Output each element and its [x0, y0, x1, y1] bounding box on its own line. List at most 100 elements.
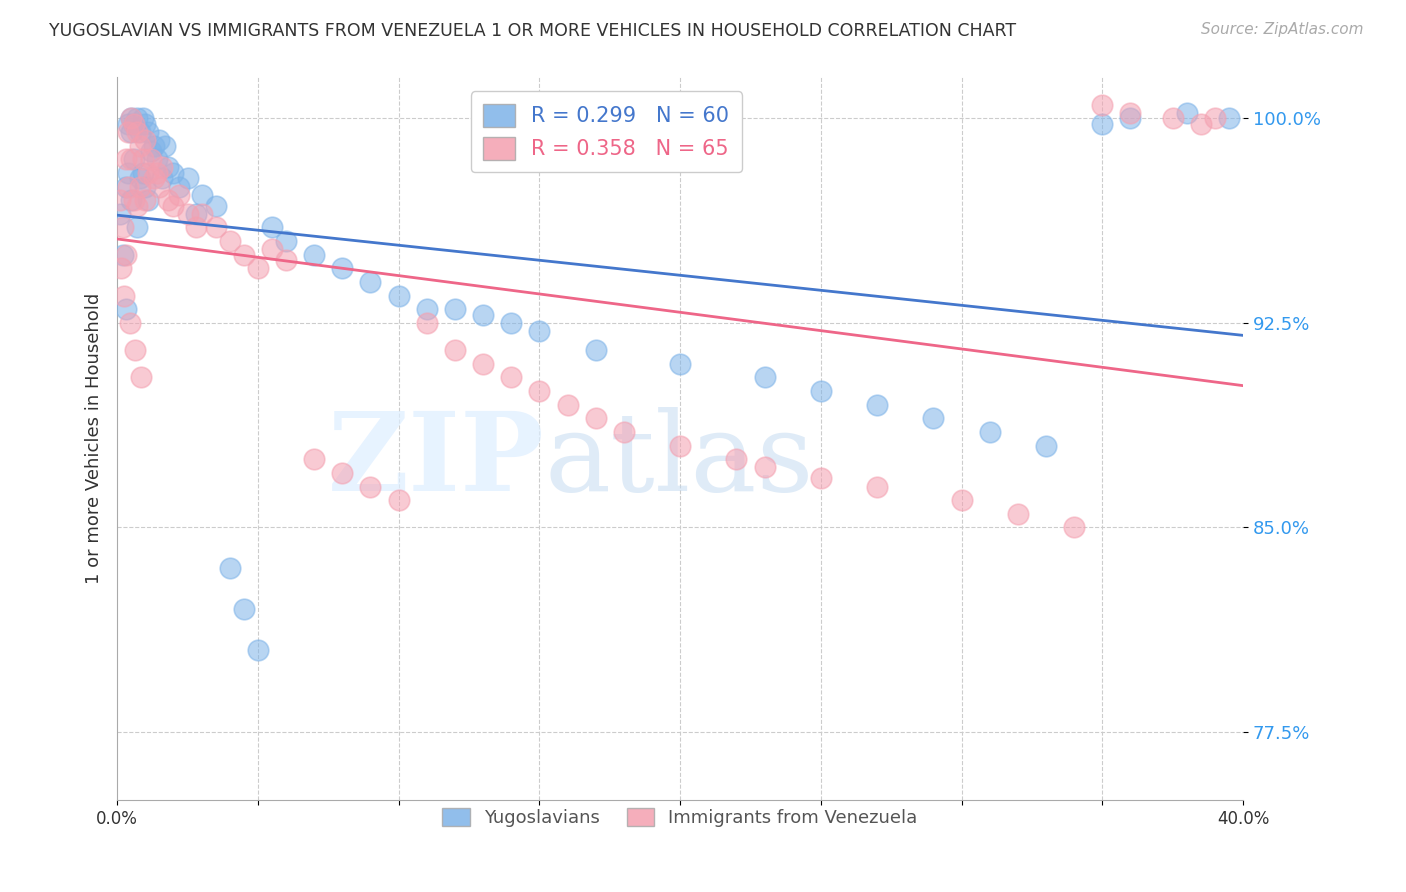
Point — [153, 138, 176, 153]
Point — [134, 133, 156, 147]
Point — [1063, 520, 1085, 534]
Y-axis label: 1 or more Vehicles in Household: 1 or more Vehicles in Household — [86, 293, 103, 584]
Point — [124, 343, 146, 358]
Point — [176, 171, 198, 186]
Point — [122, 117, 145, 131]
Point — [330, 261, 353, 276]
Point — [148, 133, 170, 147]
Point — [1204, 112, 1226, 126]
Text: ZIP: ZIP — [328, 407, 546, 514]
Point — [246, 261, 269, 276]
Point — [1091, 117, 1114, 131]
Point — [145, 166, 167, 180]
Point — [472, 308, 495, 322]
Point — [128, 179, 150, 194]
Point — [360, 479, 382, 493]
Point — [1218, 112, 1240, 126]
Point — [585, 343, 607, 358]
Point — [218, 561, 240, 575]
Point — [117, 125, 139, 139]
Point — [142, 138, 165, 153]
Point — [117, 166, 139, 180]
Point — [131, 153, 153, 167]
Point — [167, 179, 190, 194]
Point — [156, 161, 179, 175]
Point — [810, 471, 832, 485]
Point — [122, 117, 145, 131]
Point — [142, 171, 165, 186]
Point — [120, 193, 142, 207]
Point — [139, 144, 162, 158]
Point — [184, 220, 207, 235]
Point — [145, 153, 167, 167]
Point — [669, 439, 692, 453]
Point — [114, 302, 136, 317]
Point — [120, 112, 142, 126]
Point — [136, 125, 159, 139]
Point — [416, 302, 439, 317]
Point — [120, 153, 142, 167]
Text: Source: ZipAtlas.com: Source: ZipAtlas.com — [1201, 22, 1364, 37]
Point — [810, 384, 832, 398]
Point — [122, 193, 145, 207]
Point — [444, 343, 467, 358]
Point — [120, 112, 142, 126]
Point — [125, 112, 148, 126]
Point — [120, 125, 142, 139]
Point — [117, 117, 139, 131]
Point — [114, 153, 136, 167]
Point — [1189, 117, 1212, 131]
Point — [501, 370, 523, 384]
Point — [128, 138, 150, 153]
Point — [136, 193, 159, 207]
Point — [111, 248, 134, 262]
Point — [134, 193, 156, 207]
Point — [176, 207, 198, 221]
Point — [134, 117, 156, 131]
Point — [613, 425, 636, 439]
Point — [232, 248, 254, 262]
Point — [1119, 112, 1142, 126]
Point — [114, 248, 136, 262]
Point — [232, 602, 254, 616]
Point — [150, 161, 173, 175]
Point — [112, 288, 135, 302]
Point — [118, 316, 141, 330]
Point — [150, 171, 173, 186]
Point — [108, 193, 131, 207]
Point — [557, 398, 579, 412]
Point — [950, 493, 973, 508]
Point — [125, 220, 148, 235]
Point — [136, 166, 159, 180]
Point — [122, 153, 145, 167]
Point — [1091, 97, 1114, 112]
Point — [866, 479, 889, 493]
Point — [529, 324, 551, 338]
Point — [204, 199, 226, 213]
Text: atlas: atlas — [546, 407, 814, 514]
Point — [388, 288, 411, 302]
Point — [416, 316, 439, 330]
Point — [1161, 112, 1184, 126]
Point — [1007, 507, 1029, 521]
Point — [388, 493, 411, 508]
Point — [110, 261, 132, 276]
Point — [754, 370, 776, 384]
Point — [131, 112, 153, 126]
Point — [139, 153, 162, 167]
Point — [725, 452, 748, 467]
Point — [246, 643, 269, 657]
Point — [190, 207, 212, 221]
Point — [979, 425, 1001, 439]
Point — [360, 275, 382, 289]
Point — [117, 179, 139, 194]
Point — [922, 411, 945, 425]
Point — [218, 234, 240, 248]
Point — [184, 207, 207, 221]
Point — [162, 199, 184, 213]
Point — [134, 179, 156, 194]
Point — [204, 220, 226, 235]
Point — [190, 187, 212, 202]
Point — [148, 179, 170, 194]
Point — [1035, 439, 1057, 453]
